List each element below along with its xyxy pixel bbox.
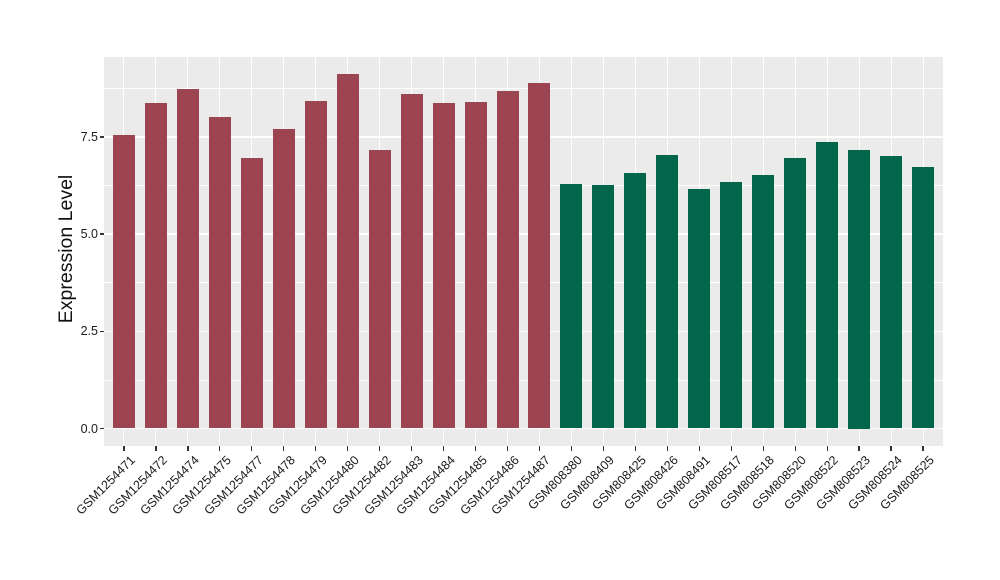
bar	[240, 158, 263, 429]
x-tick-mark	[730, 446, 733, 451]
bar	[752, 175, 775, 429]
bar	[848, 149, 871, 429]
x-tick-mark	[410, 446, 413, 451]
bar	[400, 94, 423, 429]
x-tick-mark	[890, 446, 892, 451]
x-tick-mark	[794, 446, 797, 451]
x-tick-mark	[474, 446, 477, 451]
bar	[272, 129, 295, 429]
major-gridline	[104, 136, 943, 138]
x-tick-mark	[282, 446, 285, 451]
minor-gridline	[104, 379, 943, 381]
plot-panel	[104, 57, 943, 446]
x-tick-mark	[666, 446, 669, 451]
bar	[144, 102, 167, 429]
bar	[592, 185, 615, 429]
bar	[816, 142, 839, 429]
x-tick-mark	[634, 446, 637, 451]
x-tick-mark	[858, 446, 860, 451]
bar	[304, 100, 327, 429]
bar	[560, 184, 583, 429]
bar	[624, 172, 647, 429]
x-tick-mark	[123, 446, 125, 451]
bar	[656, 154, 679, 429]
major-gridline	[104, 330, 943, 333]
bar	[720, 181, 743, 429]
y-axis-title: Expression Level	[54, 174, 77, 324]
y-tick-label: 2.5	[80, 324, 98, 339]
bar	[784, 158, 807, 429]
y-tick-label: 0.0	[80, 421, 98, 436]
y-tick-mark	[99, 136, 104, 138]
bar	[208, 116, 231, 429]
minor-gridline	[104, 88, 943, 89]
bar	[432, 102, 455, 429]
x-tick-mark	[314, 446, 317, 451]
bar	[912, 166, 935, 429]
bar	[688, 189, 711, 429]
x-tick-mark	[826, 446, 829, 451]
x-tick-mark	[346, 446, 349, 451]
x-tick-mark	[187, 446, 189, 451]
x-tick-mark	[698, 446, 701, 451]
x-tick-mark	[506, 446, 509, 451]
y-tick-label: 5.0	[80, 227, 98, 242]
bar	[880, 155, 903, 429]
major-gridline	[104, 427, 943, 430]
bar	[528, 83, 551, 429]
y-tick-label: 7.5	[80, 130, 98, 145]
bar	[176, 89, 199, 429]
bar	[496, 90, 519, 429]
x-tick-mark	[570, 446, 573, 451]
y-tick-mark	[99, 427, 104, 430]
bar	[368, 150, 391, 429]
x-tick-mark	[218, 446, 221, 451]
x-tick-mark	[442, 446, 445, 451]
x-tick-mark	[155, 446, 157, 451]
minor-gridline	[104, 282, 943, 284]
x-tick-mark	[538, 446, 541, 451]
x-tick-mark	[378, 446, 381, 451]
x-tick-mark	[250, 446, 253, 451]
bar	[464, 102, 487, 429]
x-tick-mark	[762, 446, 765, 451]
bar	[336, 73, 359, 429]
major-gridline	[104, 233, 943, 235]
y-tick-mark	[99, 330, 104, 333]
x-tick-mark	[602, 446, 605, 451]
minor-gridline	[104, 185, 943, 187]
y-tick-mark	[99, 233, 104, 235]
x-tick-mark	[922, 446, 924, 451]
bar	[112, 134, 135, 429]
